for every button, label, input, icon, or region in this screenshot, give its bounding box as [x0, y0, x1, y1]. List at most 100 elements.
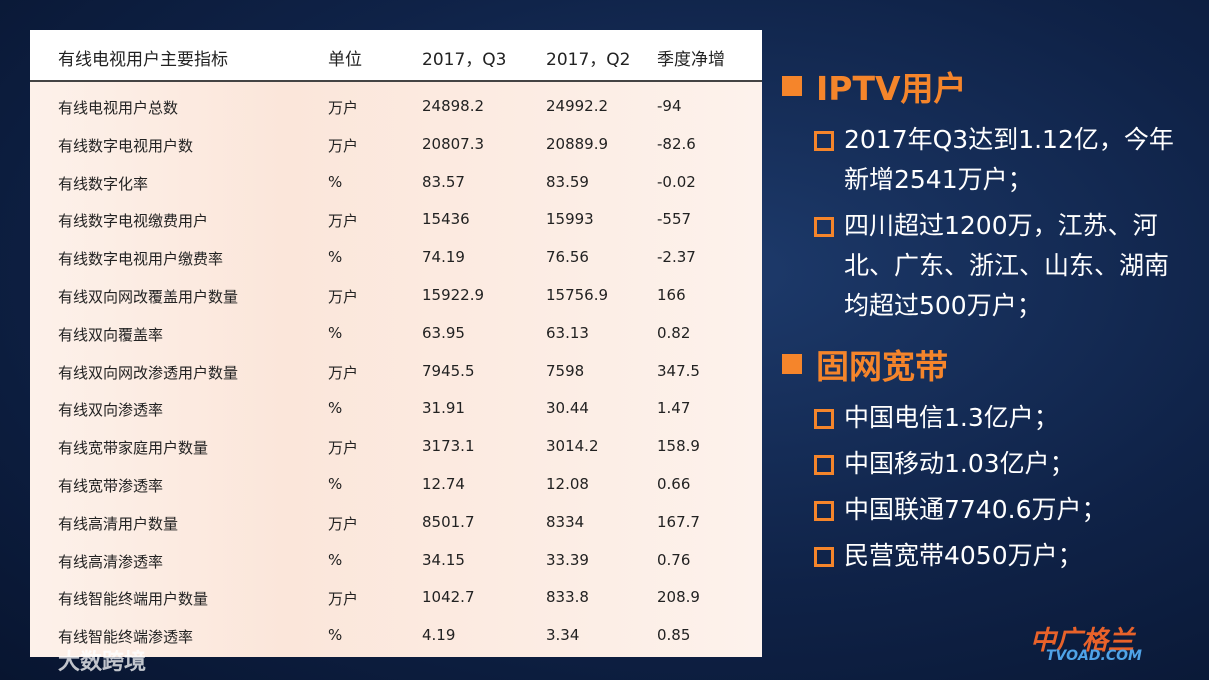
table-cell: 1.47 [657, 399, 691, 418]
table-cell: 158.9 [657, 437, 700, 456]
table-cell: -0.02 [657, 172, 696, 191]
table-cell: 12.74 [422, 475, 465, 493]
bullet-list: IPTV用户 2017年Q3达到1.12亿，今年新增2541万户； 四川超过1200… [782, 62, 1192, 582]
table-cell: 万户 [328, 136, 359, 155]
header-cell: 有线电视用户主要指标 [58, 50, 228, 70]
table-cell: 有线宽带渗透率 [58, 477, 164, 495]
table-cell: 166 [657, 286, 686, 304]
table-cell: % [328, 626, 343, 645]
table-cell: 0.66 [657, 475, 691, 493]
table-cell: 万户 [328, 212, 359, 231]
table-cell: 12.08 [546, 475, 589, 493]
table-cell: -557 [657, 210, 692, 229]
table-cell: 347.5 [657, 361, 700, 380]
table-header: 有线电视用户主要指标 单位 2017，Q3 2017，Q2 季度净增 [30, 30, 762, 82]
header-cell: 2017，Q2 [546, 50, 631, 70]
table-cell: 15756.9 [546, 286, 609, 304]
table-cell: 34.15 [422, 550, 465, 569]
table-cell: 有线电视用户总数 [58, 99, 179, 117]
table-cell: 83.59 [546, 172, 589, 191]
bullet-item: 中国联通7740.6万户； [814, 490, 1174, 530]
table-cell: 有线双向网改渗透用户数量 [58, 363, 239, 382]
square-bullet [782, 76, 802, 96]
bullet-item: 四川超过1200万，江苏、河北、广东、浙江、山东、湖南均超过500万户； [814, 206, 1174, 326]
box-bullet [814, 455, 834, 475]
table-cell: 0.82 [657, 323, 691, 342]
table-cell: % [328, 323, 343, 342]
table-cell: 33.39 [546, 550, 589, 569]
table-cell: 万户 [328, 590, 359, 609]
table-cell: 有线智能终端渗透率 [58, 628, 194, 647]
table-cell: -94 [657, 97, 682, 115]
table-cell: 15436 [422, 210, 470, 229]
square-bullet [782, 354, 802, 374]
box-bullet [814, 501, 834, 521]
table-cell: 有线双向渗透率 [58, 401, 164, 420]
table-cell: 有线高清用户数量 [58, 514, 179, 533]
table-cell: 有线双向覆盖率 [58, 325, 164, 344]
table-cell: % [328, 248, 343, 267]
table-cell: 20807.3 [422, 134, 485, 153]
table-cell: % [328, 172, 343, 191]
table-cell: 有线数字电视用户缴费率 [58, 250, 224, 269]
table-cell: 有线数字化率 [58, 174, 149, 193]
table-cell: 万户 [328, 99, 359, 117]
table-cell: 31.91 [422, 399, 465, 418]
table-panel: 有线电视用户主要指标 单位 2017，Q3 2017，Q2 季度净增 有线电视用户总数万… [30, 30, 762, 657]
table-cell: % [328, 475, 343, 493]
table-cell: 有线双向网改覆盖用户数量 [58, 288, 239, 306]
box-bullet [814, 217, 834, 237]
bullet-text: 四川超过1200万，江苏、河北、广东、浙江、山东、湖南均超过500万户； [844, 211, 1170, 320]
table-cell: 15922.9 [422, 286, 485, 304]
table-cell: % [328, 550, 343, 569]
table-cell: 20889.9 [546, 134, 609, 153]
table-cell: % [328, 399, 343, 418]
box-bullet [814, 547, 834, 567]
table-cell: 15993 [546, 210, 594, 229]
table-cell: 74.19 [422, 248, 465, 267]
header-cell: 季度净增 [657, 50, 725, 70]
table-cell: 208.9 [657, 588, 700, 607]
watermark: 大数跨境 [58, 650, 147, 675]
table-cell: 有线数字电视用户数 [58, 136, 194, 155]
table-cell: 0.85 [657, 626, 691, 645]
table-cell: 63.13 [546, 323, 589, 342]
box-bullet [814, 131, 834, 151]
table-cell: 8334 [546, 512, 585, 531]
table-cell: 3173.1 [422, 437, 475, 456]
table-cell: 万户 [328, 363, 359, 382]
section-title: 固网宽带 [782, 340, 1192, 388]
table-cell: 8501.7 [422, 512, 475, 531]
section-title-text: IPTV用户 [816, 69, 967, 108]
table-cell: 3014.2 [546, 437, 599, 456]
table-cell: 63.95 [422, 323, 465, 342]
section-title-text: 固网宽带 [816, 347, 948, 386]
box-bullet [814, 409, 834, 429]
table-cell: 24992.2 [546, 97, 609, 115]
table-cell: 万户 [328, 514, 359, 533]
table-cell: 万户 [328, 288, 359, 306]
bullet-item: 中国电信1.3亿户； [814, 398, 1174, 438]
table-cell: 有线智能终端用户数量 [58, 590, 209, 609]
table-cell: 3.34 [546, 626, 580, 645]
watermark: 中广格兰 [1030, 626, 1135, 656]
bullet-item: 民营宽带4050万户； [814, 536, 1174, 576]
bullet-item: 2017年Q3达到1.12亿，今年新增2541万户； [814, 120, 1174, 200]
bullet-text: 中国电信1.3亿户； [844, 403, 1059, 432]
watermark: TVOAD.COM [1046, 648, 1142, 664]
table-cell: 有线高清渗透率 [58, 552, 164, 571]
bullet-text: 中国移动1.03亿户； [844, 449, 1075, 478]
table-cell: 83.57 [422, 172, 465, 191]
table-cell: 0.76 [657, 550, 691, 569]
table-cell: 7598 [546, 361, 585, 380]
table-cell: 1042.7 [422, 588, 475, 607]
bullet-text: 民营宽带4050万户； [844, 541, 1083, 570]
section-title: IPTV用户 [782, 62, 1192, 110]
table-cell: 有线宽带家庭用户数量 [58, 439, 209, 458]
table-cell: 24898.2 [422, 97, 485, 115]
table-cell: -82.6 [657, 134, 696, 153]
bullet-item: 中国移动1.03亿户； [814, 444, 1174, 484]
bullet-text: 2017年Q3达到1.12亿，今年新增2541万户； [844, 125, 1174, 194]
table-cell: 833.8 [546, 588, 589, 607]
